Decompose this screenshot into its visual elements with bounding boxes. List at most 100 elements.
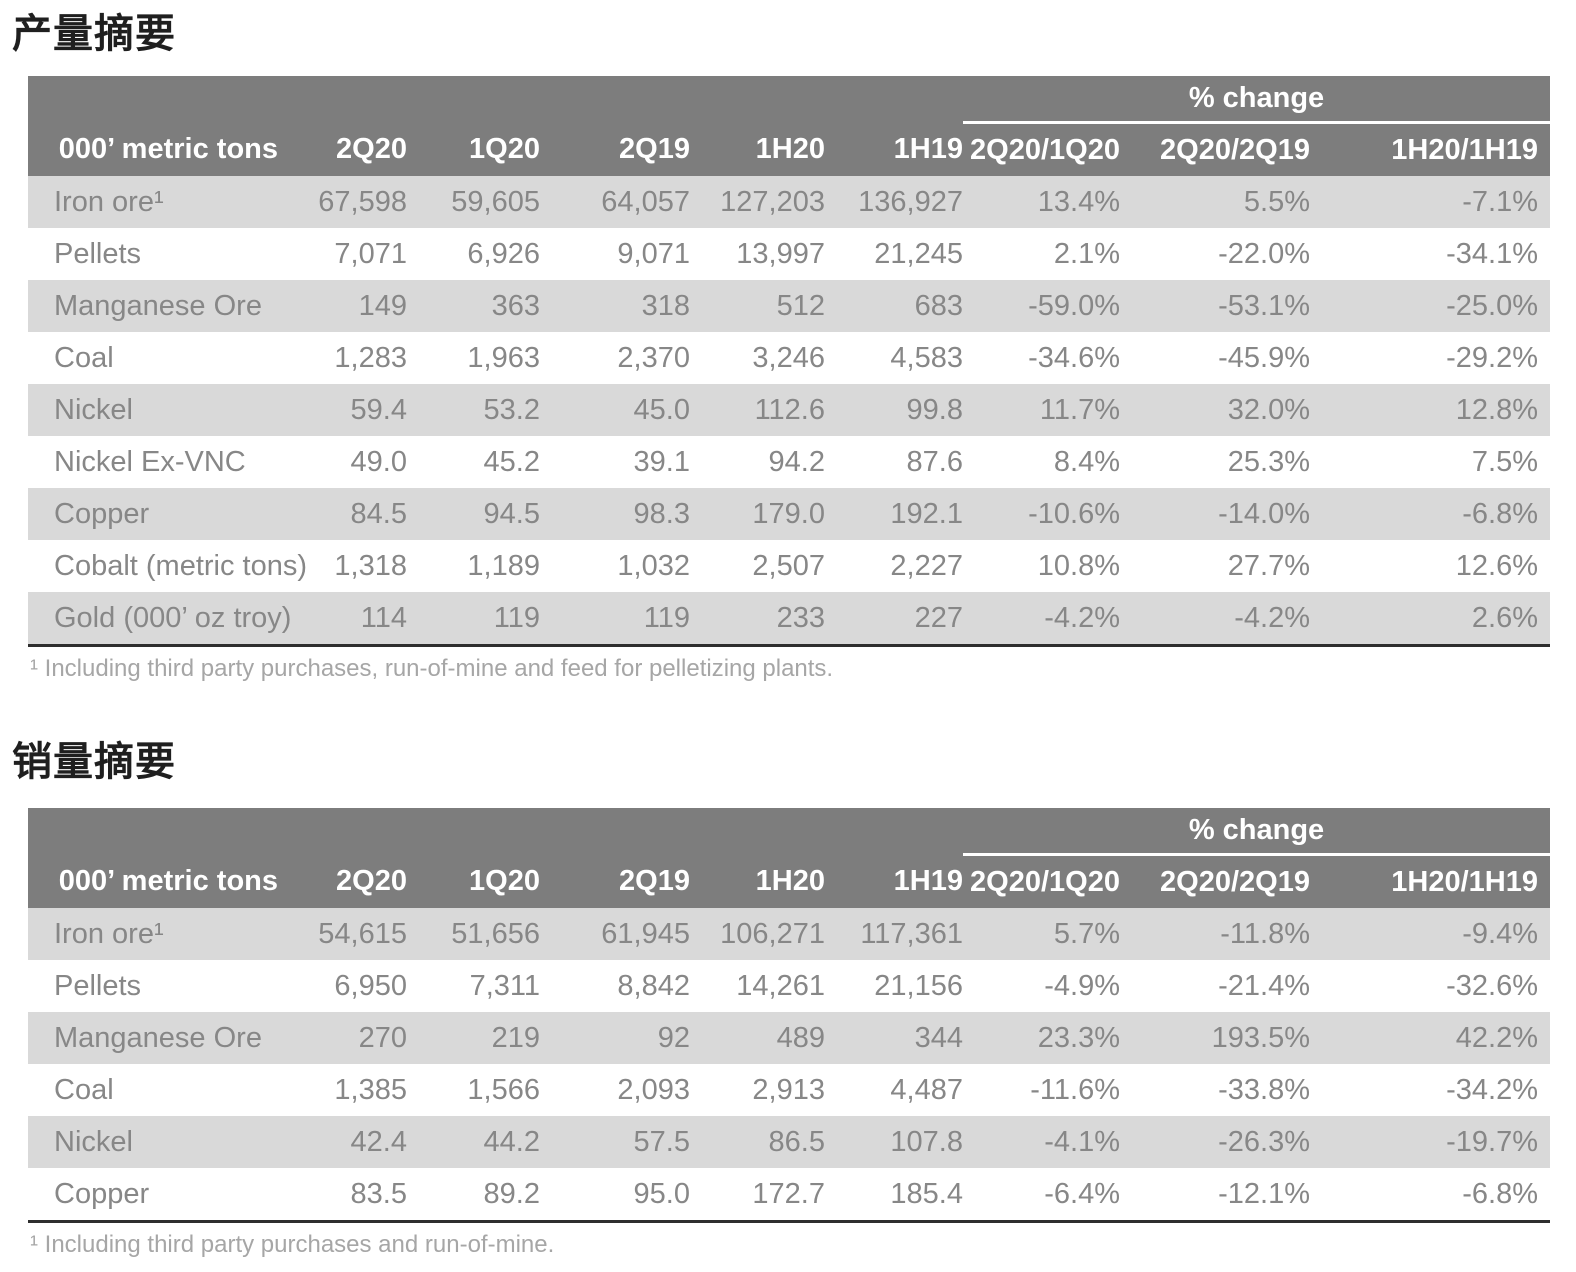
cell-value: -9.4%	[1462, 918, 1538, 950]
cell-value: 227	[914, 602, 963, 634]
cell-value: 512	[776, 290, 825, 322]
cell-value: -22.0%	[1218, 238, 1310, 270]
sales-table-body: Iron ore¹ 54,615 51,656 61,945 106,271 117,36…	[28, 908, 1550, 1222]
cell-value: 192.1	[890, 498, 963, 530]
table-row: Nickel Ex-VNC 49.0 45.2 39.1 94.2 87.6 8.4% 25.…	[28, 436, 1550, 488]
cell-value: 21,245	[874, 238, 963, 270]
cell-value: -26.3%	[1218, 1126, 1310, 1158]
cell-value: -34.2%	[1446, 1074, 1538, 1106]
cell-value: -4.1%	[1044, 1126, 1120, 1158]
col-header-2q20-2q19: 2Q20/2Q19	[1120, 122, 1310, 176]
cell-value: 3,246	[752, 342, 825, 374]
cell-value: 45.2	[483, 446, 540, 478]
cell-value: 21,156	[874, 970, 963, 1002]
cell-value: 1,032	[617, 550, 690, 582]
unit-header: 000’ metric tons	[28, 122, 278, 176]
row-label: Nickel Ex-VNC	[54, 446, 246, 478]
cell-value: 127,203	[720, 186, 825, 218]
cell-value: -32.6%	[1446, 970, 1538, 1002]
cell-value: 6,950	[334, 970, 407, 1002]
sales-summary-title: 销量摘要	[12, 738, 176, 785]
cell-value: 92	[657, 1022, 690, 1054]
cell-value: 98.3	[633, 498, 690, 530]
cell-value: 219	[491, 1022, 540, 1054]
cell-value: 49.0	[350, 446, 407, 478]
cell-value: 1,566	[467, 1074, 540, 1106]
cell-value: 7,071	[334, 238, 407, 270]
cell-value: 14,261	[736, 970, 825, 1002]
cell-value: -11.8%	[1220, 918, 1310, 950]
cell-value: 42.2%	[1455, 1022, 1538, 1054]
cell-value: 27.7%	[1227, 550, 1310, 582]
cell-value: 89.2	[483, 1178, 540, 1210]
row-label: Iron ore¹	[54, 918, 164, 950]
cell-value: 10.8%	[1037, 550, 1120, 582]
cell-value: 185.4	[890, 1178, 963, 1210]
header-spacer	[28, 808, 963, 855]
row-label: Pellets	[54, 970, 142, 1002]
table-row: Iron ore¹ 54,615 51,656 61,945 106,271 117,36…	[28, 908, 1550, 960]
cell-value: 84.5	[350, 498, 407, 530]
cell-value: 1,283	[334, 342, 407, 374]
cell-value: 23.3%	[1037, 1022, 1120, 1054]
table-row: Coal 1,283 1,963 2,370 3,246 4,583 -34.6% -45.9…	[28, 332, 1550, 384]
cell-value: 53.2	[483, 394, 540, 426]
table-row: Gold (000’ oz troy) 114 119 119 233 227 -4.2% -…	[28, 592, 1550, 646]
cell-value: 179.0	[752, 498, 825, 530]
col-header-1h20: 1H20	[690, 122, 825, 176]
cell-value: 4,583	[890, 342, 963, 374]
cell-value: -25.0%	[1446, 290, 1538, 322]
table-row: Nickel 59.4 53.2 45.0 112.6 99.8 11.7% 32.0% 12.…	[28, 384, 1550, 436]
cell-value: 2,227	[890, 550, 963, 582]
cell-value: -59.0%	[1028, 290, 1120, 322]
production-table: % change 000’ metric tons 2Q20 1Q20 2Q19…	[28, 76, 1550, 647]
header-spacer	[28, 76, 963, 123]
cell-value: 114	[360, 602, 407, 634]
cell-value: 112.6	[754, 394, 825, 426]
col-header-2q19: 2Q19	[540, 854, 690, 908]
col-header-2q20: 2Q20	[278, 854, 407, 908]
cell-value: 32.0%	[1227, 394, 1310, 426]
cell-value: 42.4	[350, 1126, 407, 1158]
cell-value: 2,093	[617, 1074, 690, 1106]
cell-value: 344	[914, 1022, 963, 1054]
cell-value: 318	[641, 290, 690, 322]
row-label: Nickel	[54, 394, 133, 426]
row-label: Nickel	[54, 1126, 133, 1158]
cell-value: 44.2	[483, 1126, 540, 1158]
cell-value: -4.9%	[1044, 970, 1120, 1002]
cell-value: 64,057	[601, 186, 690, 218]
cell-value: -14.0%	[1218, 498, 1310, 530]
cell-value: 54,615	[318, 918, 407, 950]
cell-value: 1,318	[334, 550, 407, 582]
row-label: Cobalt (metric tons)	[54, 550, 308, 582]
cell-value: 83.5	[350, 1178, 407, 1210]
cell-value: 57.5	[633, 1126, 690, 1158]
cell-value: 107.8	[890, 1126, 963, 1158]
cell-value: 59,605	[451, 186, 540, 218]
cell-value: 7,311	[469, 970, 540, 1002]
cell-value: 4,487	[890, 1074, 963, 1106]
cell-value: 136,927	[858, 186, 963, 218]
cell-value: 12.8%	[1455, 394, 1538, 426]
cell-value: 119	[493, 602, 540, 634]
table-row: Pellets 7,071 6,926 9,071 13,997 21,245 2.1% -2…	[28, 228, 1550, 280]
cell-value: 12.6%	[1455, 550, 1538, 582]
cell-value: -6.8%	[1462, 1178, 1538, 1210]
cell-value: 51,656	[451, 918, 540, 950]
col-header-2q20-1q20: 2Q20/1Q20	[963, 854, 1120, 908]
unit-header: 000’ metric tons	[28, 854, 278, 908]
cell-value: 94.2	[768, 446, 825, 478]
row-label: Copper	[54, 1178, 150, 1210]
cell-value: 9,071	[617, 238, 690, 270]
col-header-2q20: 2Q20	[278, 122, 407, 176]
cell-value: 11.7%	[1039, 394, 1120, 426]
cell-value: 2.1%	[1053, 238, 1120, 270]
col-header-1h19: 1H19	[825, 854, 963, 908]
cell-value: 149	[358, 290, 407, 322]
column-header-row: 000’ metric tons 2Q20 1Q20 2Q19 1H20 1H1…	[28, 854, 1550, 908]
cell-value: 6,926	[467, 238, 540, 270]
cell-value: 45.0	[633, 394, 690, 426]
cell-value: 193.5%	[1211, 1022, 1310, 1054]
sales-table: % change 000’ metric tons 2Q20 1Q20 2Q19…	[28, 808, 1550, 1223]
